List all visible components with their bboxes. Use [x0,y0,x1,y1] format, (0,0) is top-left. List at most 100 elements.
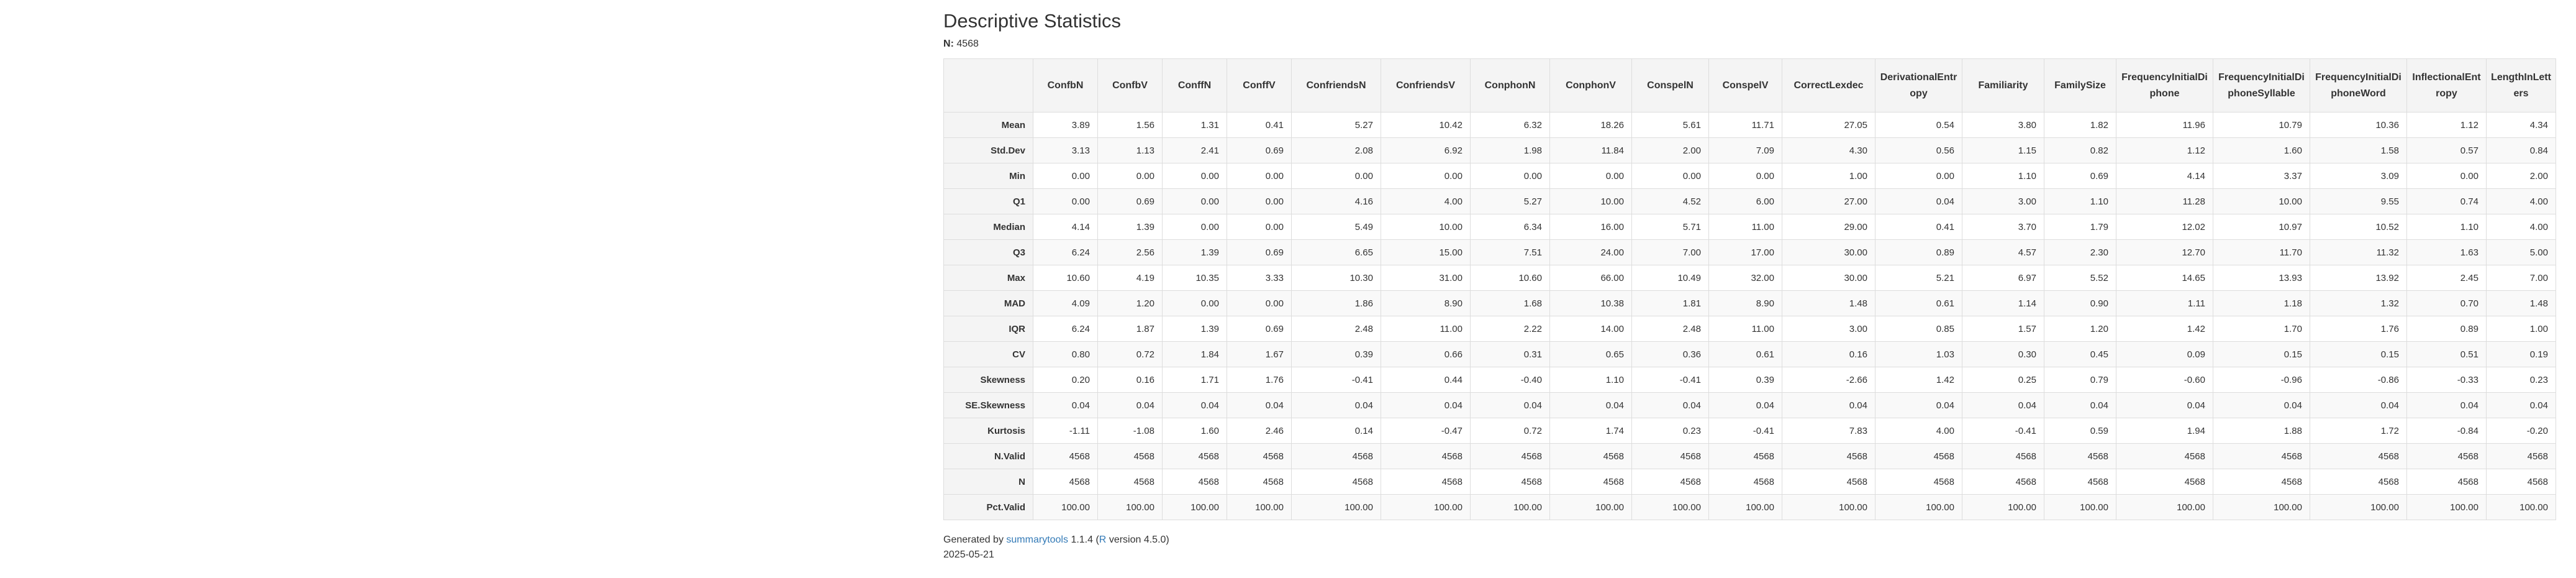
table-cell: 0.72 [1097,341,1163,367]
footer: Generated by summarytools 1.1.4 (R versi… [943,533,2576,562]
table-cell: 1.42 [1875,367,1962,393]
column-header: ConfriendsV [1381,58,1471,112]
table-cell: 0.59 [2044,418,2116,444]
summarytools-link[interactable]: summarytools [1006,534,1068,545]
table-cell: 16.00 [1549,214,1632,240]
table-cell: 0.04 [2310,392,2407,418]
table-cell: 0.80 [1033,341,1098,367]
table-cell: 3.80 [1962,112,2044,138]
table-cell: 1.11 [2116,290,2213,316]
table-row: Pct.Valid 100.00 100.00 100.00 100.00 100.00 1… [943,494,2556,520]
table-cell: 4568 [1549,469,1632,495]
table-cell: 0.41 [1875,214,1962,240]
table-cell: 0.69 [2044,163,2116,189]
table-cell: 0.90 [2044,290,2116,316]
table-cell: 6.65 [1291,239,1381,265]
table-cell: 100.00 [1708,494,1782,520]
table-cell: 8.90 [1708,290,1782,316]
table-cell: 4568 [1962,443,2044,469]
table-cell: 4568 [2486,443,2556,469]
table-cell: 4.00 [1875,418,1962,444]
table-cell: 24.00 [1549,239,1632,265]
table-body: Mean 3.89 1.56 1.31 0.41 5.27 10.42 6.32 18.26 5.… [943,112,2556,520]
table-cell: 0.15 [2310,341,2407,367]
table-cell: 11.71 [1708,112,1782,138]
table-cell: 0.04 [1097,392,1163,418]
table-cell: 4568 [1549,443,1632,469]
table-cell: 0.09 [2116,341,2213,367]
table-cell: 10.00 [2213,188,2310,214]
table-cell: 10.60 [1470,265,1550,291]
table-cell: 0.14 [1291,418,1381,444]
table-cell: -0.47 [1381,418,1471,444]
table-cell: 7.51 [1470,239,1550,265]
table-cell: -0.41 [1291,367,1381,393]
column-header: ConffN [1162,58,1227,112]
table-cell: 4568 [1470,469,1550,495]
table-cell: 66.00 [1549,265,1632,291]
table-cell: 0.19 [2486,341,2556,367]
table-cell: 4568 [1708,443,1782,469]
column-header: LengthInLetters [2486,58,2556,112]
table-cell: 100.00 [2044,494,2116,520]
table-cell: 4568 [1227,469,1292,495]
table-cell: 4568 [1097,469,1163,495]
table-cell: 0.00 [1291,163,1381,189]
table-cell: 6.34 [1470,214,1550,240]
table-cell: 4568 [2116,443,2213,469]
generated-by-text: Generated by [943,534,1004,545]
column-header: ConffV [1227,58,1292,112]
table-cell: 30.00 [1782,239,1875,265]
table-cell: 11.70 [2213,239,2310,265]
row-label: Median [943,214,1033,240]
table-cell: 0.04 [1875,392,1962,418]
table-cell: 0.69 [1227,137,1292,163]
table-cell: 0.00 [2406,163,2487,189]
table-cell: 4568 [2044,469,2116,495]
table-row: Min 0.00 0.00 0.00 0.00 0.00 0.00 0.00 0.00 0.00 0… [943,163,2556,189]
table-cell: 4568 [1291,469,1381,495]
table-cell: 2.45 [2406,265,2487,291]
table-cell: 0.00 [1470,163,1550,189]
table-cell: 100.00 [1381,494,1471,520]
table-cell: 100.00 [2406,494,2487,520]
table-cell: 1.58 [2310,137,2407,163]
table-cell: 0.04 [2213,392,2310,418]
table-cell: 4568 [1162,469,1227,495]
table-cell: 4.16 [1291,188,1381,214]
table-cell: 1.82 [2044,112,2116,138]
table-cell: 0.00 [1162,214,1227,240]
table-row: Max 10.60 4.19 10.35 3.33 10.30 31.00 10.60 66.0… [943,265,2556,291]
table-cell: 0.00 [1227,188,1292,214]
r-link[interactable]: R [1099,534,1107,545]
table-cell: 0.23 [2486,367,2556,393]
table-cell: 1.72 [2310,418,2407,444]
table-cell: 0.04 [1708,392,1782,418]
table-cell: 4.57 [1962,239,2044,265]
table-cell: 0.66 [1381,341,1471,367]
version-text: 1.1.4 ( [1071,534,1099,545]
row-label: IQR [943,316,1033,342]
table-cell: 4568 [1033,469,1098,495]
row-label: Skewness [943,367,1033,393]
table-cell: 1.03 [1875,341,1962,367]
table-cell: 0.69 [1227,316,1292,342]
table-cell: 1.76 [2310,316,2407,342]
table-cell: 0.00 [1227,214,1292,240]
r-version-text: version 4.5.0) [1109,534,1169,545]
table-cell: 1.31 [1162,112,1227,138]
column-header: CorrectLexdec [1782,58,1875,112]
column-header: Familiarity [1962,58,2044,112]
table-row: Q1 0.00 0.69 0.00 0.00 4.16 4.00 5.27 10.00 4.52 6… [943,188,2556,214]
table-cell: 10.79 [2213,112,2310,138]
table-cell: -0.86 [2310,367,2407,393]
table-cell: 0.20 [1033,367,1098,393]
table-cell: 13.93 [2213,265,2310,291]
table-row: Mean 3.89 1.56 1.31 0.41 5.27 10.42 6.32 18.26 5.… [943,112,2556,138]
table-cell: 4.09 [1033,290,1098,316]
table-cell: 0.04 [1227,392,1292,418]
table-cell: 1.88 [2213,418,2310,444]
table-cell: 0.25 [1962,367,2044,393]
table-cell: 10.49 [1631,265,1709,291]
table-cell: 5.21 [1875,265,1962,291]
